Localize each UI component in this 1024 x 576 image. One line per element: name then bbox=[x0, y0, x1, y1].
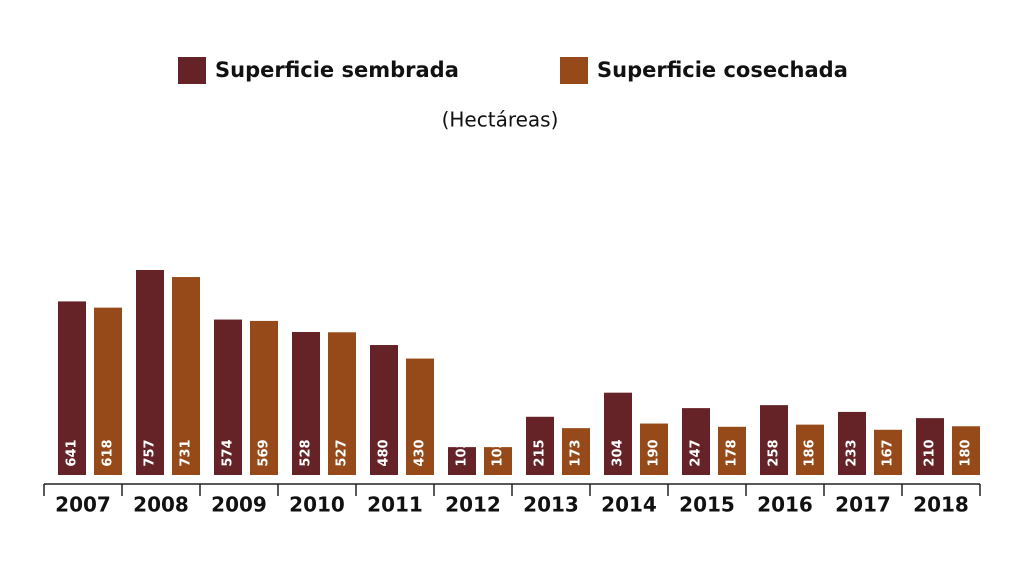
value-label: 480 bbox=[377, 439, 392, 466]
x-tick-label: 2014 bbox=[601, 493, 657, 517]
legend-swatch bbox=[178, 57, 206, 84]
legend-swatch bbox=[560, 57, 588, 84]
legend-label: Superficie cosechada bbox=[597, 58, 848, 82]
bar bbox=[952, 426, 980, 475]
x-tick-label: 2015 bbox=[679, 493, 735, 517]
value-label: 167 bbox=[881, 439, 896, 466]
bar bbox=[874, 429, 902, 475]
bar bbox=[838, 411, 866, 475]
bar bbox=[370, 345, 398, 475]
bar bbox=[682, 408, 710, 475]
bar bbox=[214, 319, 242, 475]
value-label: 258 bbox=[767, 439, 782, 466]
bar bbox=[916, 418, 944, 475]
legend-label: Superficie sembrada bbox=[215, 58, 459, 82]
value-label: 190 bbox=[647, 439, 662, 466]
bar bbox=[136, 270, 164, 475]
bar bbox=[760, 405, 788, 475]
x-tick-label: 2017 bbox=[835, 493, 891, 517]
x-tick-label: 2012 bbox=[445, 493, 501, 517]
bar bbox=[292, 332, 320, 475]
bar bbox=[328, 332, 356, 475]
value-label: 574 bbox=[221, 439, 236, 466]
bar bbox=[58, 301, 86, 475]
value-label: 178 bbox=[725, 439, 740, 466]
bar bbox=[718, 426, 746, 475]
bar bbox=[526, 416, 554, 475]
x-tick-label: 2011 bbox=[367, 493, 423, 517]
value-label: 757 bbox=[143, 439, 158, 466]
value-label: 180 bbox=[959, 439, 974, 466]
value-label: 103 bbox=[491, 439, 506, 466]
value-label: 528 bbox=[299, 439, 314, 466]
value-label: 210 bbox=[923, 439, 938, 466]
value-label: 233 bbox=[845, 439, 860, 466]
value-label: 173 bbox=[569, 439, 584, 466]
value-label: 731 bbox=[179, 439, 194, 466]
bar bbox=[250, 320, 278, 475]
value-label: 186 bbox=[803, 439, 818, 466]
x-tick-label: 2013 bbox=[523, 493, 579, 517]
subtitle: (Hectáreas) bbox=[442, 108, 559, 132]
value-label: 430 bbox=[413, 439, 428, 466]
value-label: 247 bbox=[689, 439, 704, 466]
bar bbox=[562, 428, 590, 475]
value-label: 304 bbox=[611, 439, 626, 466]
value-label: 569 bbox=[257, 439, 272, 466]
value-label: 103 bbox=[455, 439, 470, 466]
bar bbox=[406, 358, 434, 475]
x-tick-label: 2007 bbox=[55, 493, 111, 517]
bar bbox=[484, 447, 512, 475]
value-label: 618 bbox=[101, 439, 116, 466]
x-tick-label: 2009 bbox=[211, 493, 267, 517]
bar bbox=[796, 424, 824, 475]
x-tick-label: 2008 bbox=[133, 493, 189, 517]
value-label: 215 bbox=[533, 439, 548, 466]
x-tick-label: 2018 bbox=[913, 493, 969, 517]
bar bbox=[640, 423, 668, 475]
bar bbox=[448, 447, 476, 475]
value-label: 641 bbox=[65, 439, 80, 466]
x-tick-label: 2010 bbox=[289, 493, 345, 517]
value-label: 527 bbox=[335, 439, 350, 466]
bar bbox=[94, 307, 122, 475]
bar bbox=[172, 277, 200, 475]
bar bbox=[604, 392, 632, 475]
x-tick-label: 2016 bbox=[757, 493, 813, 517]
